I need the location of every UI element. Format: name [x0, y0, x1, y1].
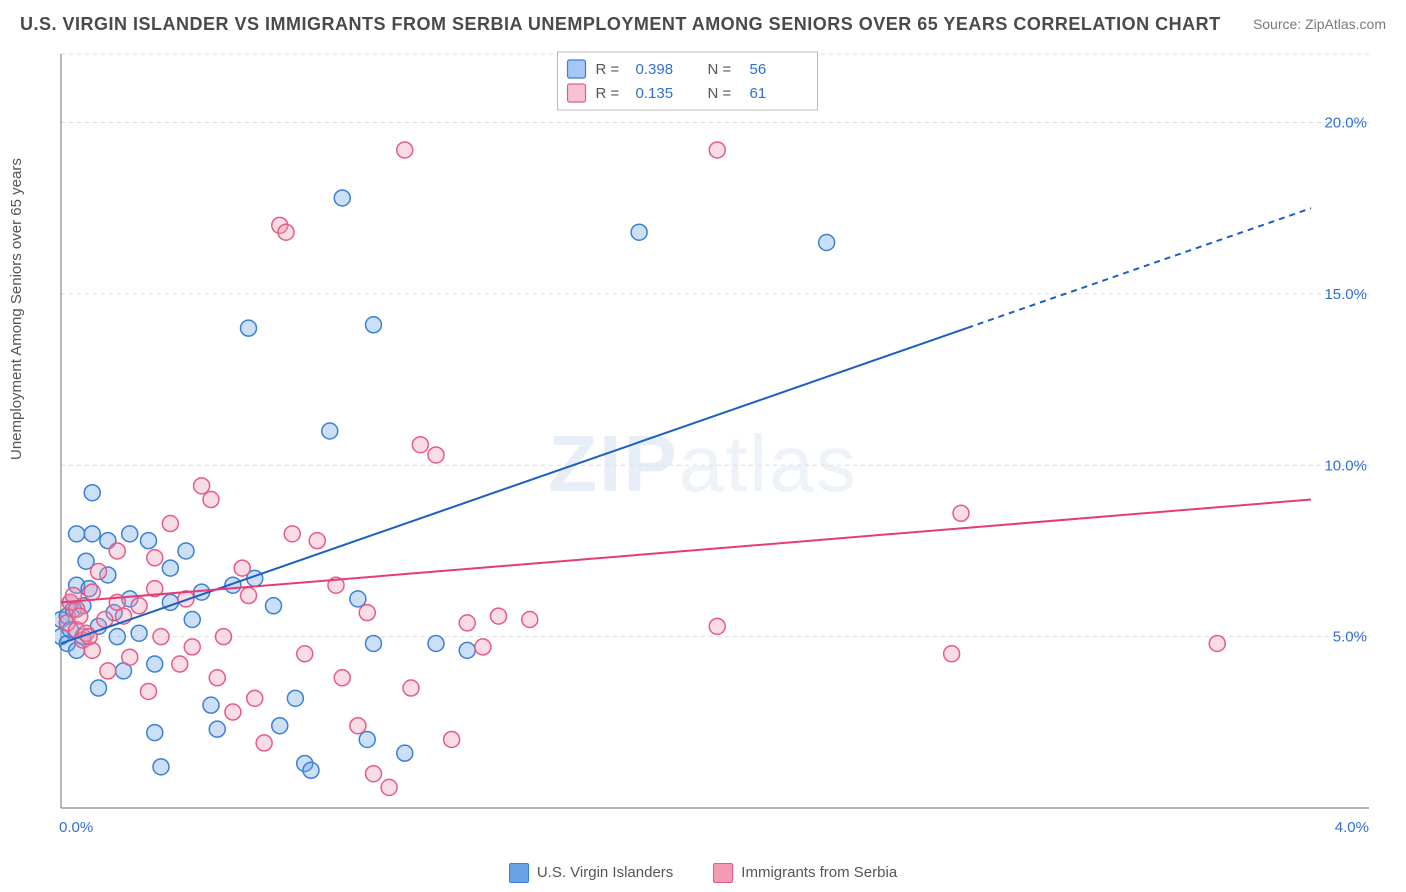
svg-text:0.0%: 0.0%: [59, 819, 93, 836]
legend-swatch-usvi: [509, 863, 529, 883]
source-prefix: Source:: [1253, 16, 1305, 32]
legend-item-serbia: Immigrants from Serbia: [713, 863, 897, 883]
source-name: ZipAtlas.com: [1305, 16, 1386, 32]
source-attribution: Source: ZipAtlas.com: [1253, 16, 1386, 32]
svg-text:N =: N =: [708, 61, 732, 78]
chart-title: U.S. VIRGIN ISLANDER VS IMMIGRANTS FROM …: [20, 14, 1221, 35]
legend-item-usvi: U.S. Virgin Islanders: [509, 863, 673, 883]
svg-text:0.135: 0.135: [636, 85, 674, 102]
legend-label-serbia: Immigrants from Serbia: [741, 864, 897, 881]
svg-text:56: 56: [750, 61, 767, 78]
svg-text:15.0%: 15.0%: [1324, 286, 1367, 303]
series-legend: U.S. Virgin Islanders Immigrants from Se…: [0, 854, 1406, 892]
legend-label-usvi: U.S. Virgin Islanders: [537, 864, 673, 881]
svg-text:N =: N =: [708, 85, 732, 102]
y-axis-label: Unemployment Among Seniors over 65 years: [8, 158, 25, 460]
scatter-plot: 5.0% 10.0% 15.0% 20.0% 0.0% 4.0% R = 0.398 N = 56…: [55, 48, 1375, 848]
svg-text:0.398: 0.398: [636, 61, 674, 78]
svg-text:R =: R =: [596, 61, 620, 78]
legend-swatch-serbia: [713, 863, 733, 883]
svg-text:4.0%: 4.0%: [1335, 819, 1369, 836]
svg-text:5.0%: 5.0%: [1333, 629, 1367, 646]
plot-svg: 5.0% 10.0% 15.0% 20.0% 0.0% 4.0% R = 0.398 N = 56…: [55, 48, 1375, 848]
svg-text:61: 61: [750, 85, 767, 102]
svg-text:20.0%: 20.0%: [1324, 115, 1367, 132]
svg-text:R =: R =: [596, 85, 620, 102]
svg-text:10.0%: 10.0%: [1324, 457, 1367, 474]
